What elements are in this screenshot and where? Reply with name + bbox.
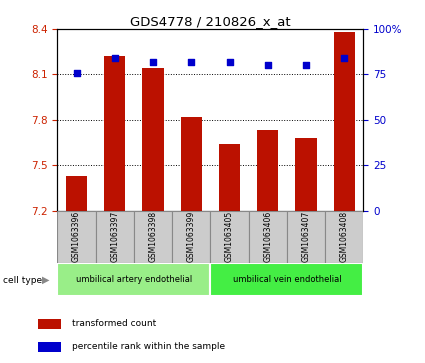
Text: GSM1063405: GSM1063405: [225, 211, 234, 262]
Bar: [38, 319, 61, 329]
Bar: [66, 176, 87, 211]
Bar: [295, 138, 317, 211]
Bar: [249, 211, 287, 263]
Bar: [257, 130, 278, 211]
Bar: [210, 263, 363, 296]
Text: GSM1063398: GSM1063398: [148, 211, 158, 262]
Text: GSM1063396: GSM1063396: [72, 211, 81, 262]
Text: GSM1063399: GSM1063399: [187, 211, 196, 262]
Point: [226, 59, 233, 65]
Point: [264, 62, 271, 68]
Point: [73, 70, 80, 76]
Text: GSM1063407: GSM1063407: [301, 211, 311, 262]
Text: umbilical vein endothelial: umbilical vein endothelial: [232, 275, 341, 284]
Text: ▶: ▶: [42, 275, 49, 285]
Bar: [142, 68, 164, 211]
Point: [341, 55, 348, 61]
Point: [303, 62, 309, 68]
Bar: [57, 263, 210, 296]
Point: [111, 55, 118, 61]
Bar: [96, 211, 134, 263]
Text: transformed count: transformed count: [72, 319, 156, 329]
Text: percentile rank within the sample: percentile rank within the sample: [72, 342, 225, 351]
Bar: [325, 211, 363, 263]
Text: GSM1063397: GSM1063397: [110, 211, 119, 262]
Point: [188, 59, 195, 65]
Title: GDS4778 / 210826_x_at: GDS4778 / 210826_x_at: [130, 15, 291, 28]
Bar: [210, 211, 249, 263]
Bar: [219, 144, 240, 211]
Text: umbilical artery endothelial: umbilical artery endothelial: [76, 275, 192, 284]
Bar: [104, 56, 125, 211]
Text: GSM1063408: GSM1063408: [340, 211, 349, 262]
Bar: [57, 211, 96, 263]
Bar: [134, 211, 172, 263]
Bar: [172, 211, 210, 263]
Point: [150, 59, 156, 65]
Text: cell type: cell type: [3, 276, 42, 285]
Bar: [334, 32, 355, 211]
Text: GSM1063406: GSM1063406: [263, 211, 272, 262]
Bar: [38, 342, 61, 352]
Bar: [181, 117, 202, 211]
Bar: [287, 211, 325, 263]
